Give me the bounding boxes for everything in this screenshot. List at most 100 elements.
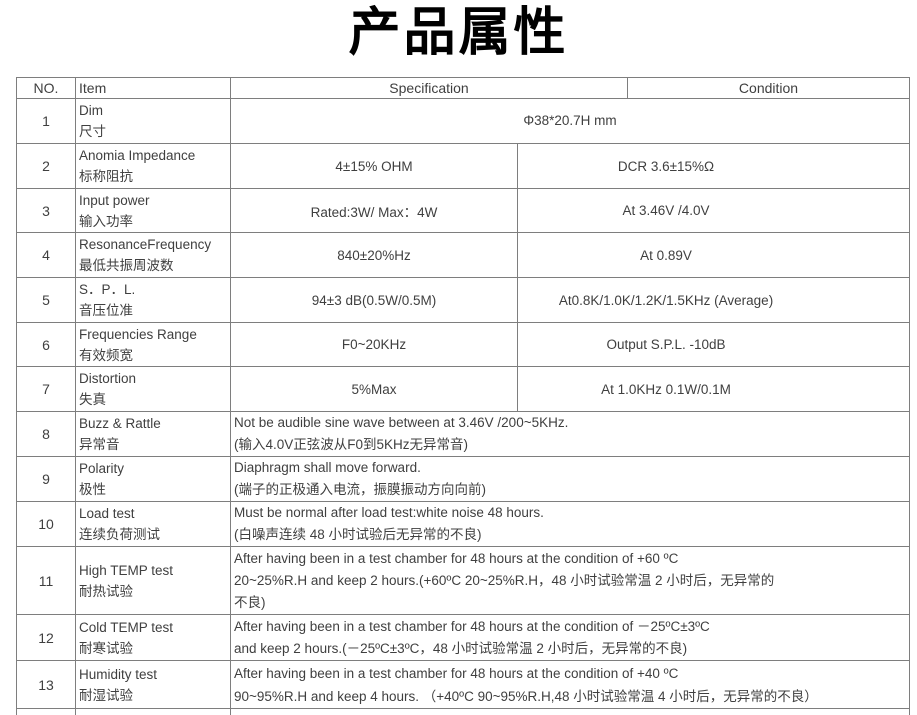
condition-cell: At 1.0KHz 0.1W/0.1M	[517, 367, 909, 411]
spec-line-1: After having been in a test chamber for …	[234, 665, 679, 681]
spec-line-2: (白噪声连续 48 小时试验后无异常的不良)	[234, 527, 482, 542]
spec-cell: 840±20%Hz	[230, 233, 517, 277]
row-number: 4	[16, 233, 75, 277]
table-row: 6 Frequencies Range 有效频宽 F0~20KHz Output…	[16, 322, 909, 366]
spec-value: Φ38*20.7H mm	[523, 113, 617, 128]
spec-condition-cell: After having been in a test chamber for …	[230, 547, 909, 614]
spec-line-2: (端子的正极通入电流，振膜振动方向向前)	[234, 482, 486, 497]
row-number: 9	[16, 457, 75, 501]
item-name-en: Humidity test	[79, 666, 158, 682]
item-name-en: Input power	[79, 192, 150, 208]
row-number	[16, 709, 75, 715]
item-cell: High TEMP test 耐热试验	[75, 547, 230, 614]
row-number: 11	[16, 547, 75, 614]
col-header-item: Item	[75, 78, 230, 98]
item-cell: Load test 连续负荷测试	[75, 502, 230, 546]
item-name-en: Frequencies Range	[79, 326, 197, 342]
spec-cell: 4±15% OHM	[230, 144, 517, 188]
spec-line-2: 20~25%R.H and keep 2 hours.(+60ºC 20~25%…	[234, 572, 775, 588]
col-header-item-label: Item	[79, 79, 107, 96]
table-header-row: NO. Item Specification Condition	[16, 77, 909, 98]
item-name-zh: 连续负荷测试	[79, 527, 160, 542]
item-name-en: Buzz & Rattle	[79, 416, 161, 431]
condition-cell: At 3.46V /4.0V	[517, 189, 909, 232]
spec-cell: Φ38*20.7H mm	[230, 99, 909, 143]
table-row: 11 High TEMP test 耐热试验 After having been…	[16, 546, 909, 614]
item-cell: Input power 输入功率	[75, 189, 230, 232]
row-number: 12	[16, 615, 75, 660]
table-row: 1 Dim 尺寸 Φ38*20.7H mm	[16, 98, 909, 143]
item-name-en: High TEMP test	[79, 562, 174, 578]
spec-condition-cell: After having been in a test chamber for …	[230, 661, 909, 708]
item-name-en: Load test	[79, 506, 135, 521]
spec-line-1: After having been in a test chamber for …	[234, 550, 679, 566]
item-name-zh: 最低共振周波数	[79, 258, 174, 273]
item-name-zh: 有效频宽	[79, 347, 133, 363]
item-name-en: S．P．L.	[79, 282, 136, 297]
table-row: 8 Buzz & Rattle 异常音 Not be audible sine …	[16, 411, 909, 456]
condition-cell: DCR 3.6±15%Ω	[517, 144, 909, 188]
item-cell	[75, 709, 230, 715]
table-row: 5 S．P．L. 音压位准 94±3 dB(0.5W/0.5M) At0.8K/…	[16, 277, 909, 322]
col-header-condition: Condition	[627, 78, 909, 98]
table-row: 7 Distortion 失真 5%Max At 1.0KHz 0.1W/0.1…	[16, 366, 909, 411]
item-name-en: Distortion	[79, 371, 137, 386]
spec-cell: F0~20KHz	[230, 323, 517, 366]
item-name-zh: 极性	[79, 482, 106, 497]
item-cell: Dim 尺寸	[75, 99, 230, 143]
item-cell: Frequencies Range 有效频宽	[75, 323, 230, 366]
spec-line-1: Diaphragm shall move forward.	[234, 460, 421, 475]
item-cell: Distortion 失真	[75, 367, 230, 411]
condition-cell: At0.8K/1.0K/1.2K/1.5KHz (Average)	[517, 278, 909, 322]
page-header: 产品属性	[0, 0, 917, 77]
row-number: 13	[16, 661, 75, 708]
item-name-zh: 耐热试验	[79, 583, 133, 599]
col-header-spec: Specification	[230, 78, 627, 98]
item-name-zh: 标称阻抗	[79, 169, 133, 184]
item-name-en: Cold TEMP test	[79, 619, 174, 635]
item-cell: Buzz & Rattle 异常音	[75, 412, 230, 456]
row-number: 8	[16, 412, 75, 456]
item-name-zh: 耐湿试验	[79, 687, 133, 703]
spec-condition-cell: Must be normal after load test:white noi…	[230, 502, 909, 546]
row-number: 2	[16, 144, 75, 188]
condition-cell: At 0.89V	[517, 233, 909, 277]
item-cell: Polarity 极性	[75, 457, 230, 501]
item-cell: Anomia Impedance 标称阻抗	[75, 144, 230, 188]
table-row: 10 Load test 连续负荷测试 Must be normal after…	[16, 501, 909, 546]
spec-line-3: 不良)	[234, 594, 266, 610]
item-cell: S．P．L. 音压位准	[75, 278, 230, 322]
spec-line-2: 90~95%R.H and keep 4 hours. （+40ºC 90~95…	[234, 688, 818, 704]
spec-line-1: After having been in a test chamber for …	[234, 618, 710, 634]
spec-condition-cell: Not be audible sine wave between at 3.46…	[230, 412, 909, 456]
spec-cell: 5%Max	[230, 367, 517, 411]
table-row: 12 Cold TEMP test 耐寒试验 After having been…	[16, 614, 909, 660]
row-number: 3	[16, 189, 75, 232]
item-name-zh: 耐寒试验	[79, 640, 133, 656]
row-number: 6	[16, 323, 75, 366]
row-number: 1	[16, 99, 75, 143]
spec-condition-cell: Diaphragm shall move forward. (端子的正极通入电流…	[230, 457, 909, 501]
item-name-zh: 尺寸	[79, 124, 106, 139]
item-cell: ResonanceFrequency 最低共振周波数	[75, 233, 230, 277]
item-name-zh: 异常音	[79, 437, 120, 452]
item-name-en: ResonanceFrequency	[79, 237, 212, 252]
product-attributes-table: NO. Item Specification Condition 1 Dim 尺…	[16, 77, 910, 715]
table-row: 13 Humidity test 耐湿试验 After having been …	[16, 660, 909, 708]
table-row: 2 Anomia Impedance 标称阻抗 4±15% OHM DCR 3.…	[16, 143, 909, 188]
spec-line-2: and keep 2 hours.(－25ºC±3ºC，48 小时试验常温 2 …	[234, 640, 688, 656]
table-row: 4 ResonanceFrequency 最低共振周波数 840±20%Hz A…	[16, 232, 909, 277]
page-title: 产品属性	[348, 4, 569, 62]
spec-line-1: Not be audible sine wave between at 3.46…	[234, 415, 569, 430]
table-row: 9 Polarity 极性 Diaphragm shall move forwa…	[16, 456, 909, 501]
condition-cell: Output S.P.L. -10dB	[517, 323, 909, 366]
item-name-en: Dim	[79, 103, 103, 118]
spec-cell: 94±3 dB(0.5W/0.5M)	[230, 278, 517, 322]
item-name-en: Polarity	[79, 461, 125, 476]
spec-condition-cell: After having been in a test chamber for …	[230, 615, 909, 660]
spec-line-2: (输入4.0V正弦波从F0到5KHz无异常音)	[234, 437, 469, 452]
item-name-en: Anomia Impedance	[79, 148, 196, 163]
item-cell: Cold TEMP test 耐寒试验	[75, 615, 230, 660]
table-row-partial	[16, 708, 909, 715]
